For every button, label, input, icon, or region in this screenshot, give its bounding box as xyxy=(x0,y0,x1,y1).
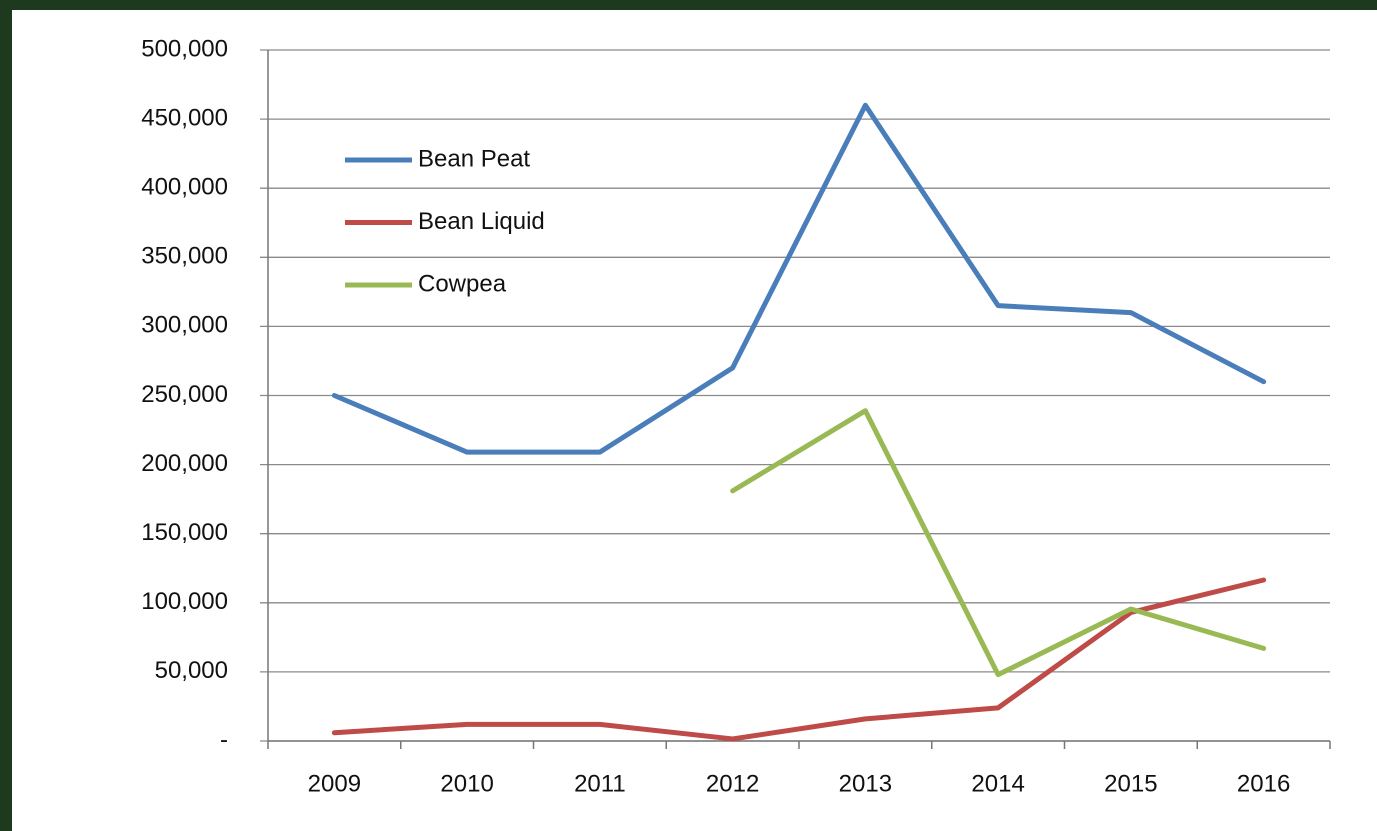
chart-panel xyxy=(12,10,1377,831)
x-tick-label: 2011 xyxy=(574,770,626,797)
series-line xyxy=(331,577,1267,742)
y-tick-label: 50,000 xyxy=(155,657,228,684)
y-tick-label: - xyxy=(220,726,228,753)
x-tick-label: 2012 xyxy=(706,770,759,797)
y-tick-label: 500,000 xyxy=(141,35,228,62)
y-tick-label: 150,000 xyxy=(141,519,228,546)
legend-label: Bean Liquid xyxy=(418,208,545,235)
y-tick-label: 350,000 xyxy=(141,243,228,270)
x-tick-label: 2014 xyxy=(971,770,1024,797)
x-tick-label: 2009 xyxy=(308,770,361,797)
y-tick-label: 200,000 xyxy=(141,450,228,477)
x-tick-label: 2013 xyxy=(839,770,892,797)
x-tick-label: 2010 xyxy=(440,770,493,797)
legend-label: Bean Peat xyxy=(418,145,530,172)
y-tick-label: 450,000 xyxy=(141,104,228,131)
y-tick-label: 100,000 xyxy=(141,588,228,615)
legend-label: Cowpea xyxy=(418,270,507,297)
y-tick-label: 300,000 xyxy=(141,312,228,339)
x-tick-label: 2016 xyxy=(1237,770,1290,797)
series-line xyxy=(331,102,1267,455)
series-line xyxy=(730,408,1267,678)
y-tick-label: 250,000 xyxy=(141,381,228,408)
y-tick-label: 400,000 xyxy=(141,174,228,201)
x-tick-label: 2015 xyxy=(1104,770,1157,797)
